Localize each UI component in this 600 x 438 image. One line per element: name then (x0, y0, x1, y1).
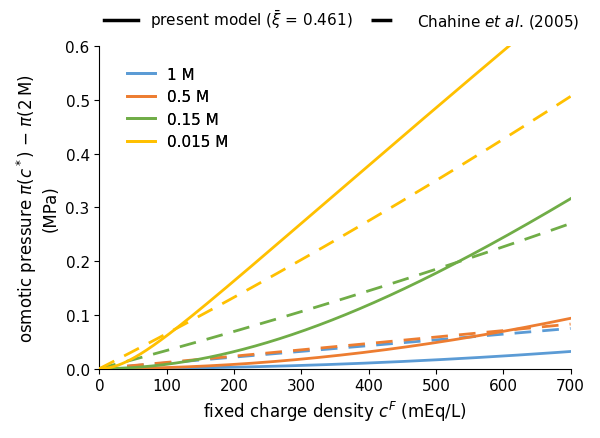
Legend: present model ($\bar{\xi}$ = 0.461), Chahine $\it{et\ al}$. (2005): present model ($\bar{\xi}$ = 0.461), Cha… (98, 3, 586, 38)
Y-axis label: osmotic pressure $\pi(c^*)$ − $\pi$(2 M)
(MPa): osmotic pressure $\pi(c^*)$ − $\pi$(2 M)… (15, 74, 60, 342)
Legend: 1 M, 0.5 M, 0.15 M, 0.015 M: 1 M, 0.5 M, 0.15 M, 0.015 M (121, 61, 235, 156)
X-axis label: fixed charge density $c^F$ (mEq/L): fixed charge density $c^F$ (mEq/L) (203, 399, 467, 423)
